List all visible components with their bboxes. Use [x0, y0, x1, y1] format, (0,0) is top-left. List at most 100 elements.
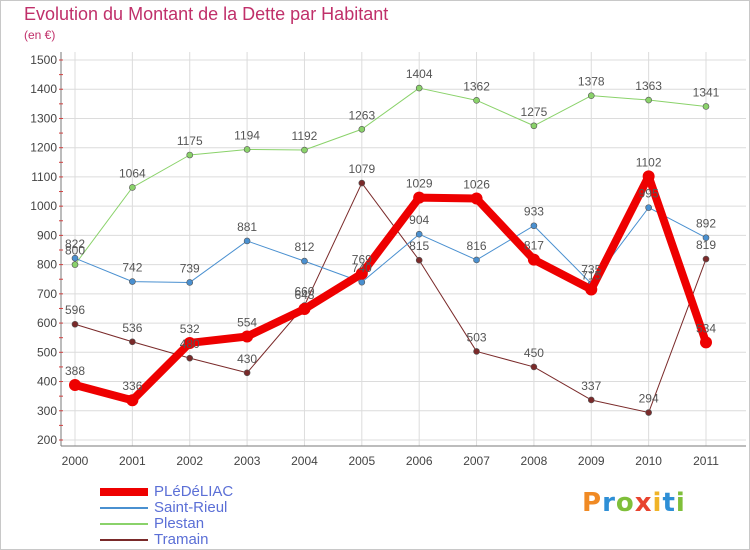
- data-point: [358, 278, 366, 286]
- data-label: 904: [409, 213, 429, 227]
- logo-letter: o: [615, 488, 635, 518]
- data-label: 812: [294, 240, 314, 254]
- data-point: [587, 396, 595, 404]
- data-label: 480: [180, 337, 200, 351]
- y-tick-label: 1100: [31, 170, 57, 184]
- data-point: [126, 394, 139, 407]
- data-point: [530, 122, 538, 130]
- logo-letter: r: [602, 488, 616, 518]
- data-label: 337: [581, 379, 601, 393]
- data-label: 892: [696, 217, 716, 231]
- y-tick-label: 500: [37, 345, 57, 359]
- data-point: [587, 92, 595, 99]
- data-label: 822: [65, 237, 85, 251]
- data-labels-layer: 596 536 480 430 660 1079 815 503 450 337 294 819 800…: [65, 67, 720, 405]
- data-point: [702, 255, 710, 263]
- data-label: 534: [696, 321, 716, 335]
- x-tick-label: 2005: [348, 454, 375, 468]
- data-point: [473, 348, 480, 355]
- data-label: 816: [467, 239, 487, 253]
- logo-letter: P: [582, 488, 603, 518]
- y-tick-label: 1400: [30, 82, 57, 96]
- data-label: 648: [294, 288, 314, 302]
- data-label: 1341: [693, 85, 720, 99]
- data-label: 536: [122, 321, 142, 335]
- proxiti-logo: Proxiti: [582, 488, 686, 518]
- data-label: 554: [237, 316, 257, 330]
- data-label: 1079: [348, 162, 375, 176]
- data-label: 739: [180, 261, 200, 275]
- y-tick-label: 700: [37, 287, 57, 301]
- data-point: [301, 146, 308, 154]
- data-point: [702, 103, 710, 110]
- legend-item: Saint-Rieul: [100, 500, 340, 516]
- data-point: [129, 184, 136, 191]
- legend-swatch: [100, 523, 148, 525]
- chart-unit: (en €): [24, 28, 56, 42]
- data-label: 1102: [636, 155, 662, 169]
- legend-swatch: [100, 507, 148, 509]
- data-point: [415, 256, 423, 264]
- y-tick-label: 1200: [30, 141, 57, 155]
- data-point: [645, 204, 652, 211]
- legend-swatch: [100, 539, 148, 541]
- data-point: [413, 191, 426, 204]
- y-tick-label: 1000: [30, 199, 57, 213]
- x-tick-label: 2010: [635, 454, 662, 468]
- x-tick-label: 2008: [521, 454, 548, 468]
- data-point: [415, 84, 423, 92]
- data-point: [415, 230, 423, 238]
- x-tick-label: 2002: [176, 454, 203, 468]
- data-point: [358, 179, 366, 187]
- data-point: [355, 267, 368, 280]
- legend-label: Tramain: [154, 531, 209, 548]
- data-point: [702, 234, 710, 242]
- data-point: [301, 257, 308, 265]
- data-point: [298, 303, 311, 316]
- data-label: 596: [65, 303, 85, 317]
- data-label: 881: [237, 220, 257, 234]
- data-label: 1378: [578, 75, 605, 89]
- data-label: 503: [467, 330, 487, 344]
- data-label: 1362: [463, 79, 490, 93]
- data-label: 1263: [348, 108, 375, 122]
- x-tick-label: 2011: [693, 454, 719, 468]
- data-label: 1194: [234, 128, 260, 142]
- legend: PLéDéLIAC Saint-Rieul Plestan Tramain: [100, 484, 340, 548]
- data-label: 769: [352, 253, 372, 267]
- series-line: [74, 182, 707, 414]
- data-label: 800: [65, 244, 85, 258]
- data-label: 1175: [177, 134, 203, 148]
- x-tick-label: 2004: [291, 454, 318, 468]
- x-tick-label: 2007: [463, 454, 490, 468]
- data-label: 336: [122, 379, 142, 393]
- legend-item: Tramain: [100, 532, 340, 548]
- data-label: 1064: [119, 166, 146, 180]
- logo-letter: x: [634, 488, 653, 518]
- logo-letter: i: [652, 488, 663, 518]
- data-point: [186, 279, 194, 286]
- series-layer: [69, 84, 712, 416]
- series-line: [71, 172, 710, 405]
- x-tick-label: 2000: [62, 454, 89, 468]
- line-chart: 200 300 400 500 600 700 800 900 1000 1100 1200 1300…: [30, 52, 746, 468]
- legend-item: Plestan: [100, 516, 340, 532]
- data-point: [358, 125, 366, 133]
- y-tick-label: 800: [37, 258, 57, 272]
- y-tick-label: 1300: [30, 111, 57, 125]
- axes-layer: 200 300 400 500 600 700 800 900 1000 1100 1200 1300…: [30, 52, 746, 468]
- data-label: 740: [352, 261, 372, 275]
- series-line: [74, 87, 707, 266]
- legend-label: PLéDéLIAC: [154, 483, 234, 500]
- data-point: [530, 222, 538, 230]
- legend-label: Saint-Rieul: [154, 499, 228, 516]
- logo-letter: t: [662, 488, 676, 518]
- data-point: [473, 256, 480, 264]
- data-point: [642, 170, 655, 183]
- legend-item: PLéDéLIAC: [100, 484, 340, 500]
- data-label: 532: [180, 322, 200, 336]
- data-point: [183, 336, 196, 349]
- data-label: 1192: [292, 129, 318, 143]
- x-tick-label: 2009: [578, 454, 605, 468]
- data-label: 294: [639, 392, 659, 406]
